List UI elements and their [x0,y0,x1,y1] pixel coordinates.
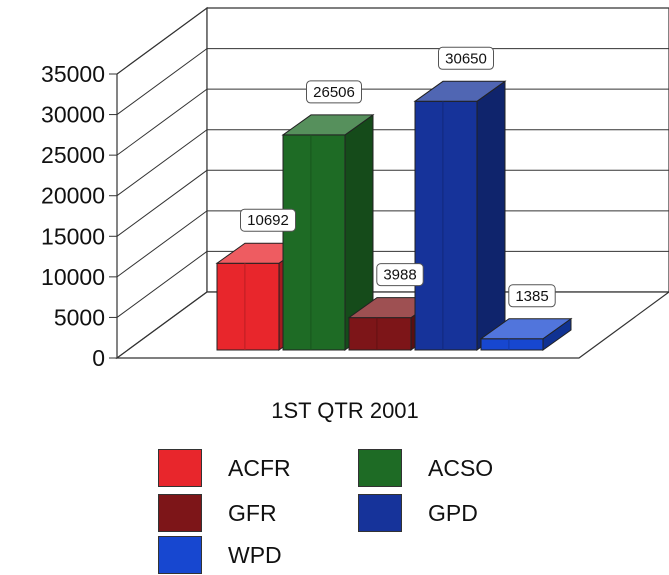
grid-lines [116,7,669,359]
legend-swatch-acso [358,449,402,487]
y-tick-label: 25000 [41,142,105,168]
bar-wpd [479,317,573,351]
svg-text:10692: 10692 [247,212,289,229]
legend-label-gfr: GFR [228,499,277,526]
bar-acso [281,113,375,351]
y-tick-label: 5000 [54,304,105,330]
legend-swatch-gfr [158,494,202,532]
gridline [116,88,669,156]
gridline [116,7,669,75]
y-tick-label: 30000 [41,102,105,128]
data-label-acfr: 10692 [240,208,296,232]
y-tick-label: 15000 [41,223,105,249]
y-tick-label: 10000 [41,264,105,290]
legend-item-wpd: WPD [158,535,282,575]
legend-label-acfr: ACFR [228,454,291,481]
gridline [116,250,669,318]
bars [215,80,573,351]
legend-item-gfr: GFR [158,493,277,533]
gridline [116,210,669,278]
y-tick-label: 35000 [41,61,105,87]
y-tick-label: 20000 [41,183,105,209]
legend-item-acso: ACSO [358,448,493,488]
data-label-wpd: 1385 [508,284,556,308]
data-labels: 10692 26506 3988 30650 1385 [240,46,556,308]
svg-text:3988: 3988 [383,267,416,284]
bar-gpd [413,80,507,351]
gridline [116,169,669,237]
bar-chart-3d: 0 5000 10000 15000 20000 25000 30000 35000 1069… [41,6,669,423]
data-label-gpd: 30650 [438,46,494,70]
legend-label-gpd: GPD [428,499,478,526]
svg-text:30650: 30650 [445,50,487,67]
category-label: 1ST QTR 2001 [271,398,419,423]
legend-label-wpd: WPD [228,541,282,568]
svg-text:26506: 26506 [313,84,355,101]
y-axis: 0 5000 10000 15000 20000 25000 30000 35000 [41,61,117,371]
data-label-acso: 26506 [306,80,362,104]
gridline [116,129,669,197]
data-label-gfr: 3988 [376,263,424,287]
y-tick-label: 0 [92,345,105,371]
gridline [116,48,669,115]
legend-swatch-wpd [158,536,202,574]
legend-item-acfr: ACFR [158,448,291,488]
legend-item-gpd: GPD [358,493,478,533]
legend-swatch-gpd [358,494,402,532]
svg-text:1385: 1385 [515,288,548,305]
legend-swatch-acfr [158,449,202,487]
legend-label-acso: ACSO [428,454,494,481]
